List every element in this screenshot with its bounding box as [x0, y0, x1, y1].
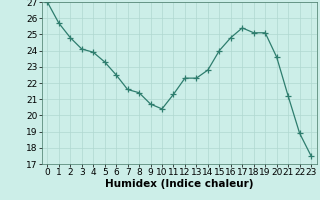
X-axis label: Humidex (Indice chaleur): Humidex (Indice chaleur) — [105, 179, 253, 189]
